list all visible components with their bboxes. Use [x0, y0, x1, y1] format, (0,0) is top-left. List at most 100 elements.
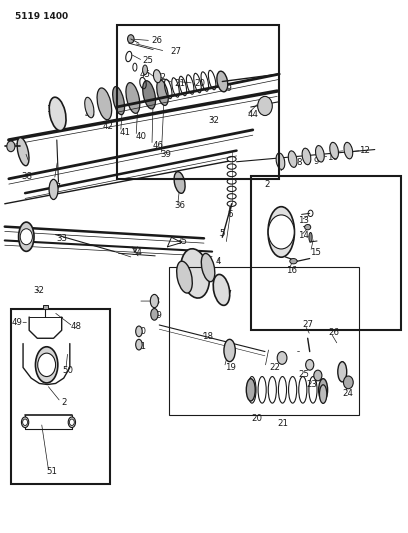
- Bar: [11, 309, 111, 484]
- Ellipse shape: [113, 86, 124, 115]
- Text: 29: 29: [152, 311, 163, 320]
- Bar: [117, 25, 279, 179]
- Text: 20: 20: [251, 414, 262, 423]
- Text: 21: 21: [278, 419, 289, 428]
- Text: 36: 36: [174, 201, 185, 211]
- Ellipse shape: [246, 378, 255, 401]
- Ellipse shape: [305, 224, 311, 230]
- Bar: [169, 266, 359, 415]
- Ellipse shape: [319, 378, 328, 401]
- Text: 20: 20: [195, 78, 206, 87]
- Text: 24: 24: [343, 389, 354, 398]
- Text: 24: 24: [142, 86, 153, 95]
- Ellipse shape: [151, 309, 158, 320]
- Text: 49: 49: [11, 318, 22, 327]
- Text: 19: 19: [225, 363, 236, 372]
- Text: 37: 37: [50, 183, 61, 192]
- Circle shape: [69, 419, 74, 425]
- Ellipse shape: [17, 138, 29, 166]
- Text: 15: 15: [310, 248, 322, 257]
- Text: 21: 21: [174, 78, 185, 87]
- Text: 2: 2: [61, 398, 67, 407]
- Ellipse shape: [181, 249, 209, 298]
- Circle shape: [277, 352, 287, 365]
- Ellipse shape: [85, 98, 94, 118]
- Ellipse shape: [136, 340, 142, 350]
- Ellipse shape: [143, 80, 155, 109]
- Text: 31: 31: [135, 342, 146, 351]
- Text: 27: 27: [302, 320, 313, 329]
- Ellipse shape: [201, 254, 215, 281]
- Text: 44: 44: [247, 110, 258, 119]
- Text: 2: 2: [24, 243, 30, 252]
- Circle shape: [314, 370, 322, 381]
- Text: 17: 17: [46, 105, 57, 114]
- Text: 51: 51: [46, 467, 57, 475]
- Ellipse shape: [136, 326, 142, 337]
- Text: 38: 38: [22, 172, 33, 181]
- Text: 14: 14: [298, 231, 309, 240]
- Text: 3: 3: [207, 269, 213, 278]
- Text: 5: 5: [220, 229, 225, 238]
- Text: 39: 39: [160, 150, 171, 159]
- Ellipse shape: [302, 148, 311, 165]
- Circle shape: [23, 419, 27, 425]
- Ellipse shape: [213, 274, 230, 305]
- Text: 28: 28: [150, 296, 161, 305]
- Ellipse shape: [157, 80, 168, 106]
- Ellipse shape: [309, 232, 312, 242]
- Circle shape: [7, 141, 15, 152]
- Ellipse shape: [276, 153, 285, 169]
- Text: 27: 27: [171, 47, 182, 55]
- Ellipse shape: [35, 347, 58, 383]
- Text: 13: 13: [298, 216, 309, 225]
- Ellipse shape: [268, 207, 295, 257]
- Ellipse shape: [49, 179, 58, 199]
- Circle shape: [268, 215, 294, 249]
- Text: 11: 11: [343, 146, 354, 155]
- Text: 43: 43: [84, 110, 95, 119]
- Ellipse shape: [153, 70, 161, 83]
- Ellipse shape: [49, 97, 66, 131]
- Text: 6: 6: [228, 210, 233, 219]
- Ellipse shape: [344, 142, 353, 159]
- Text: 25: 25: [298, 370, 309, 379]
- Ellipse shape: [338, 362, 347, 382]
- Text: 45: 45: [140, 70, 151, 78]
- Text: 40: 40: [135, 132, 146, 141]
- Bar: [251, 176, 401, 330]
- Text: 30: 30: [135, 327, 146, 336]
- Ellipse shape: [19, 222, 34, 252]
- Text: 5119 1400: 5119 1400: [15, 12, 68, 21]
- Circle shape: [306, 360, 314, 370]
- Text: 22: 22: [155, 73, 166, 82]
- Text: 50: 50: [62, 366, 73, 375]
- Ellipse shape: [224, 340, 235, 362]
- Circle shape: [38, 353, 55, 376]
- Text: 26: 26: [328, 328, 339, 337]
- Circle shape: [344, 376, 353, 389]
- Ellipse shape: [174, 172, 185, 193]
- Ellipse shape: [126, 83, 140, 114]
- Ellipse shape: [315, 146, 324, 162]
- Ellipse shape: [97, 88, 112, 120]
- Text: 9: 9: [313, 157, 319, 166]
- Text: 32: 32: [208, 116, 220, 125]
- Text: 22: 22: [270, 363, 281, 372]
- Text: 34: 34: [131, 248, 142, 257]
- Ellipse shape: [290, 259, 297, 264]
- Circle shape: [128, 35, 134, 43]
- Text: 35: 35: [176, 237, 187, 246]
- Text: 7: 7: [279, 164, 284, 173]
- Ellipse shape: [330, 142, 339, 159]
- Ellipse shape: [319, 385, 327, 403]
- Ellipse shape: [68, 417, 75, 427]
- Text: 17: 17: [221, 290, 232, 299]
- Text: 25: 25: [142, 56, 153, 65]
- Ellipse shape: [217, 71, 228, 92]
- Text: 26: 26: [152, 36, 163, 45]
- Text: 46: 46: [153, 141, 164, 150]
- Ellipse shape: [288, 151, 297, 167]
- Ellipse shape: [177, 261, 192, 293]
- Text: 2: 2: [264, 180, 270, 189]
